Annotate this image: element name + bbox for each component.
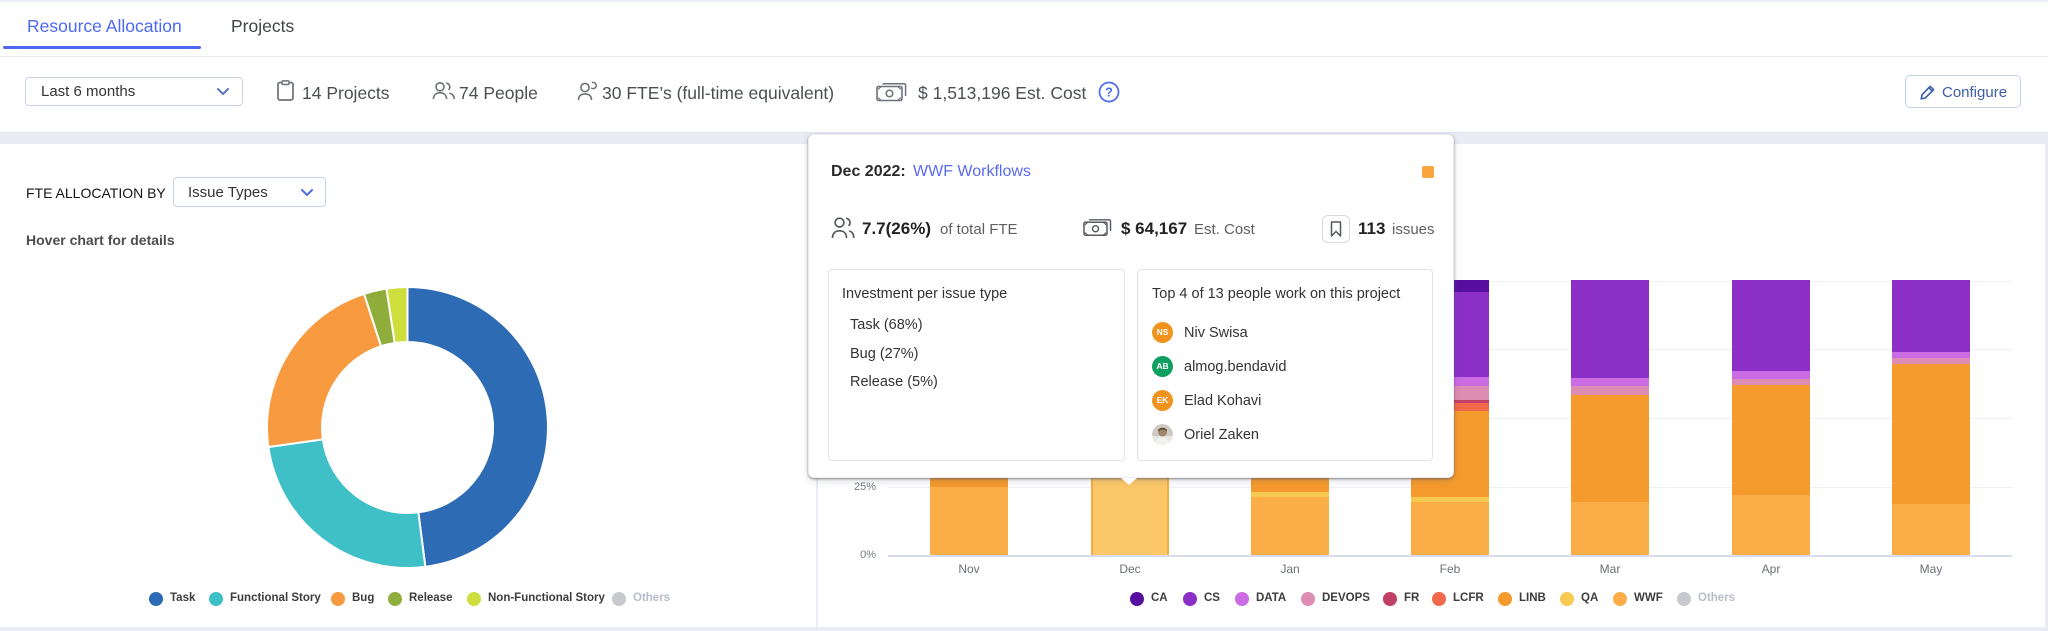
svg-text:?: ? xyxy=(1105,85,1113,99)
